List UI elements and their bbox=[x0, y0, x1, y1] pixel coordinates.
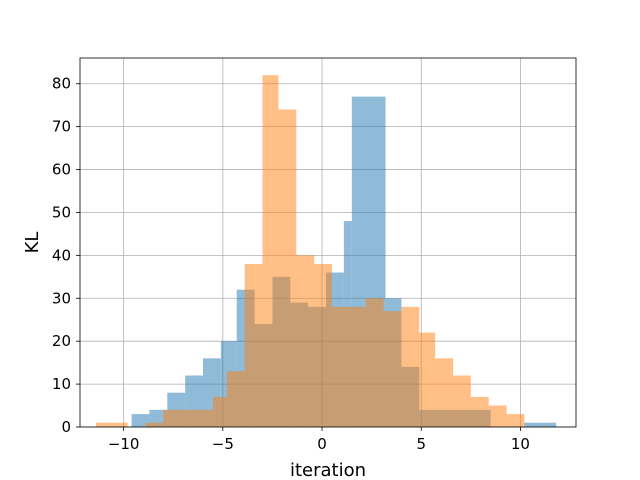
y-tick-label: 20 bbox=[52, 332, 71, 350]
histogram-bar-series-2 bbox=[145, 422, 164, 427]
plot-frame bbox=[79, 57, 577, 428]
histogram-bar-series-2 bbox=[435, 358, 453, 427]
histogram-bar-series-2 bbox=[314, 263, 332, 427]
x-tick-label: −10 bbox=[108, 435, 140, 453]
histogram-bar-series-2 bbox=[95, 422, 128, 427]
histogram-bar-series-2 bbox=[506, 414, 525, 427]
x-tick-label: 5 bbox=[416, 435, 426, 453]
y-tick-label: 0 bbox=[61, 418, 71, 436]
y-tick-label: 70 bbox=[52, 118, 71, 136]
histogram-bars bbox=[95, 75, 557, 428]
histogram-bar-series-2 bbox=[365, 298, 384, 427]
histogram-bar-series-2 bbox=[470, 396, 489, 427]
x-tick-label: 10 bbox=[511, 435, 530, 453]
histogram-bar-series-2 bbox=[401, 306, 420, 427]
y-axis-ticks: 0 10 20 30 40 50 60 70 80 bbox=[52, 75, 80, 436]
y-tick-label: 50 bbox=[52, 203, 71, 221]
x-axis-ticks: −10 −5 0 5 10 bbox=[108, 427, 530, 453]
histogram-bar-series-2 bbox=[226, 371, 245, 427]
y-tick-label: 30 bbox=[52, 289, 71, 307]
histogram-bar-series-2 bbox=[262, 75, 279, 428]
y-tick-label: 40 bbox=[52, 246, 71, 264]
histogram-bar-series-1 bbox=[524, 422, 557, 427]
y-axis-label: KL bbox=[22, 232, 43, 254]
histogram-bar-series-2 bbox=[452, 375, 471, 427]
histogram-bar-series-2 bbox=[212, 396, 227, 427]
histogram-bar-series-1 bbox=[131, 414, 150, 427]
histogram-bar-series-2 bbox=[296, 255, 315, 427]
x-tick-label: −5 bbox=[212, 435, 234, 453]
x-tick-label: 0 bbox=[317, 435, 327, 453]
histogram-bar-series-2 bbox=[331, 306, 366, 427]
x-axis-label: iteration bbox=[290, 460, 366, 480]
histogram-bar-series-2 bbox=[278, 109, 297, 427]
y-tick-label: 10 bbox=[52, 375, 71, 393]
histogram-bar-series-2 bbox=[244, 263, 263, 427]
histogram-bar-series-2 bbox=[488, 405, 507, 427]
histogram-bar-series-2 bbox=[383, 311, 402, 427]
y-tick-label: 60 bbox=[52, 161, 71, 179]
histogram-bar-series-2 bbox=[163, 409, 213, 427]
histogram-bar-series-2 bbox=[419, 332, 436, 427]
y-tick-label: 80 bbox=[52, 75, 71, 93]
